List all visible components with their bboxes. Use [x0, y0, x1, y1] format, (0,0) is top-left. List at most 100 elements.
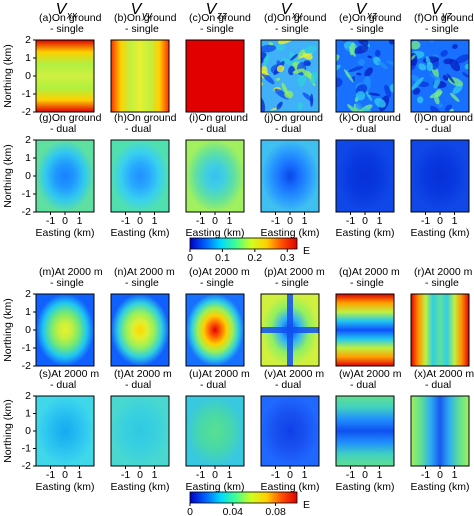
panel-title: - dual: [425, 123, 451, 135]
heatmap-blob: [452, 44, 458, 50]
x-tick-label: 0: [137, 215, 143, 227]
y-axis-label: Northing (km): [2, 298, 14, 362]
y-tick-label: -1: [22, 88, 31, 100]
x-axis-label: Easting (km): [186, 227, 245, 239]
heatmap-blob: [303, 60, 311, 66]
heatmap-blob: [263, 54, 270, 67]
y-tick-label: -1: [22, 188, 31, 200]
panel-title: - single: [350, 277, 384, 289]
x-tick-label: 0: [62, 469, 68, 481]
heatmap-blob: [302, 69, 314, 80]
y-tick-label: 1: [25, 52, 31, 64]
x-tick-label: -1: [346, 215, 355, 227]
panel-title: (m)At 2000 m: [39, 266, 103, 278]
panel-title: - single: [350, 23, 384, 35]
x-axis-label: Easting (km): [36, 227, 95, 239]
panel-title: - single: [200, 277, 234, 289]
panel-frame: [335, 39, 395, 113]
panel-title: - dual: [425, 379, 451, 391]
panel-title: (n)At 2000 m: [114, 266, 175, 278]
panel-title: - dual: [125, 379, 151, 391]
heatmap: [36, 396, 94, 466]
heatmap-base: [261, 396, 319, 466]
heatmap-blob: [347, 104, 359, 112]
heatmap-blob: [358, 58, 366, 66]
panel-title: - single: [50, 277, 84, 289]
heatmap: [261, 40, 319, 112]
heatmap-blob: [353, 103, 363, 112]
heatmap-blob: [336, 77, 343, 88]
panel-title: - dual: [200, 123, 226, 135]
heatmap-base: [111, 140, 169, 212]
heatmap-blob: [261, 44, 277, 53]
heatmap-blob: [443, 58, 454, 65]
heatmap-blob: [464, 63, 469, 70]
panel-frame: [185, 39, 245, 113]
heatmap-blob: [278, 40, 295, 45]
heatmap: [336, 140, 394, 212]
heatmap-blob: [429, 74, 442, 82]
y-tick-label: 1: [25, 306, 31, 318]
panel-title: (j)On ground: [264, 112, 323, 124]
heatmap-blob: [320, 52, 329, 60]
heatmap: [186, 396, 244, 466]
heatmap-base: [186, 396, 244, 466]
x-tick-label: 0: [437, 469, 443, 481]
heatmap-blob: [440, 49, 448, 57]
panel-title: (b)On ground: [114, 12, 177, 24]
y-tick-label: 0: [25, 324, 31, 336]
panel-title: - dual: [275, 379, 301, 391]
y-tick-label: 2: [25, 390, 31, 402]
colorbar-tick-label: 0.3: [280, 252, 295, 264]
x-tick-label: 1: [377, 469, 383, 481]
panel-frame: [410, 293, 470, 367]
heatmap: [411, 140, 469, 212]
heatmap-base: [36, 294, 94, 366]
heatmap-base: [186, 294, 244, 366]
panel-title: - dual: [50, 123, 76, 135]
column-header: V: [131, 1, 143, 18]
x-tick-label: 0: [137, 469, 143, 481]
x-axis-label: Easting (km): [336, 227, 395, 239]
x-tick-label: -1: [421, 215, 430, 227]
heatmap-blob: [276, 101, 283, 110]
heatmap-blob: [368, 92, 381, 96]
heatmap-blob: [276, 43, 285, 52]
y-axis-label: Northing (km): [2, 399, 14, 463]
heatmap-blob: [290, 53, 298, 61]
panel-title: (e)On ground: [339, 12, 402, 24]
heatmap-base: [411, 294, 469, 366]
heatmap-blob: [469, 83, 474, 93]
heatmap: [320, 40, 394, 112]
heatmap-blob: [297, 52, 313, 59]
heatmap-blob: [261, 51, 267, 62]
heatmap: [336, 294, 394, 366]
x-axis-label: Easting (km): [336, 481, 395, 493]
panel-frame: [335, 293, 395, 367]
heatmap-blob: [434, 95, 440, 105]
x-tick-label: 0: [362, 215, 368, 227]
x-axis-label: Easting (km): [111, 481, 170, 493]
panel-title: - single: [200, 23, 234, 35]
heatmap-base: [411, 140, 469, 212]
column-header: V: [206, 1, 218, 18]
heatmap-base: [36, 140, 94, 212]
colorbar-tick-label: 0: [187, 252, 193, 264]
x-tick-label: 0: [212, 469, 218, 481]
heatmap-base: [411, 396, 469, 466]
heatmap-blob: [298, 49, 306, 58]
heatmap-blob: [261, 72, 275, 85]
column-header: V: [56, 1, 68, 18]
column-header-subscript: zz: [216, 11, 227, 22]
x-tick-label: -1: [421, 469, 430, 481]
panel-title: (d)On ground: [264, 12, 327, 24]
heatmap: [411, 396, 469, 466]
panel-title: - single: [425, 277, 459, 289]
heatmap-blob: [268, 42, 274, 46]
x-tick-label: 1: [452, 469, 458, 481]
heatmap-blob: [355, 72, 362, 76]
x-axis-label: Easting (km): [411, 227, 470, 239]
column-header: V: [281, 1, 293, 18]
colorbar-tick-label: 0.2: [248, 252, 263, 264]
heatmap-blob: [452, 84, 463, 94]
